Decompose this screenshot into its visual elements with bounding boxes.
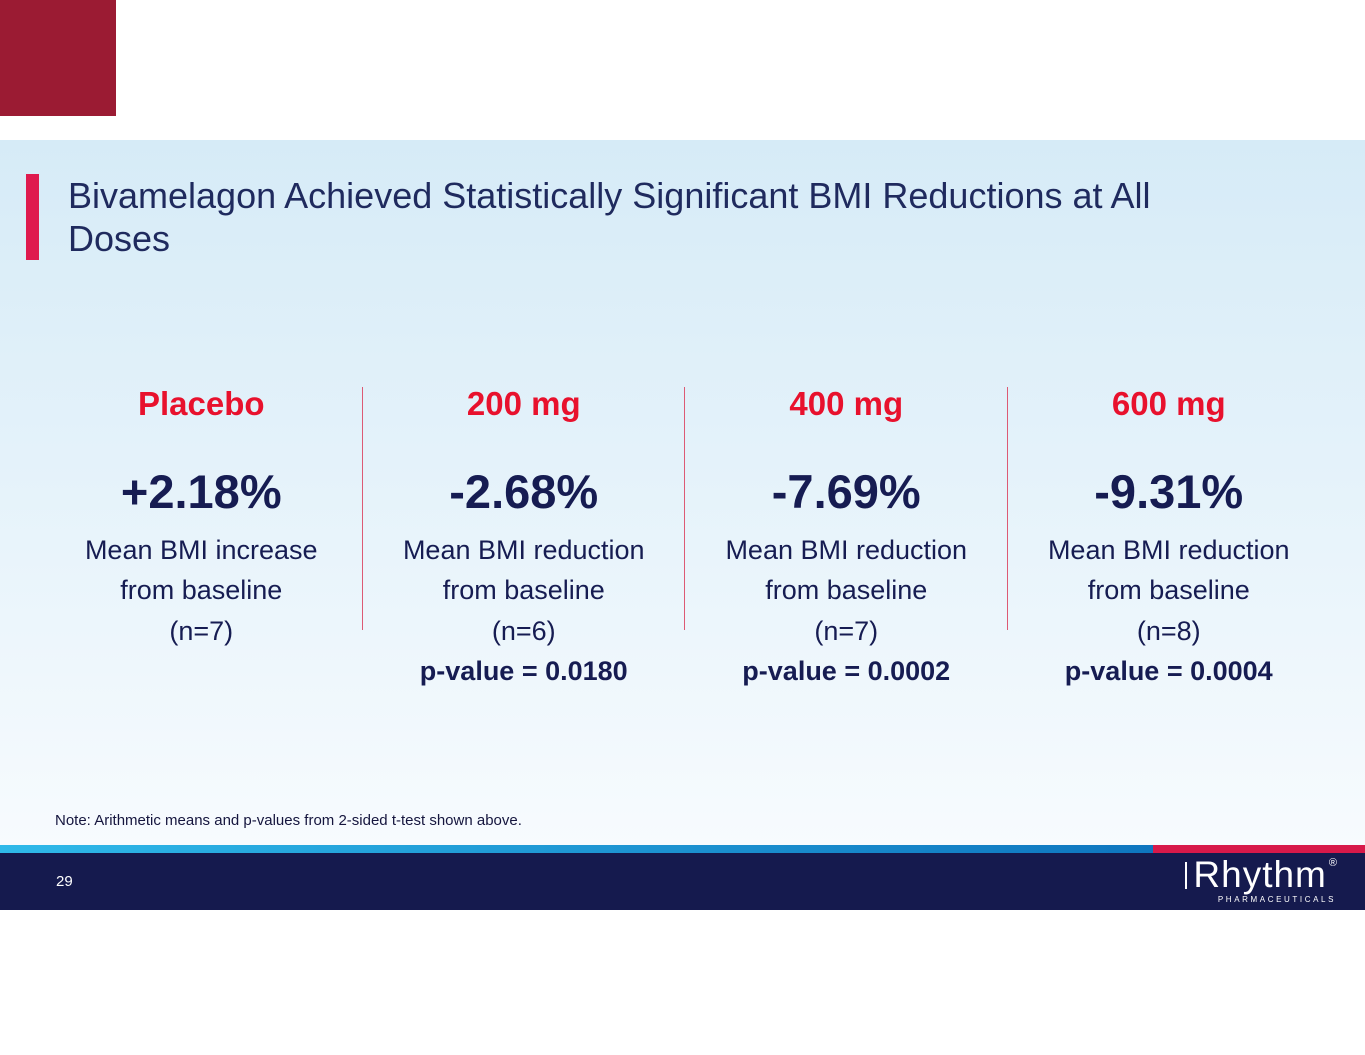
- logo-subtext: PHARMACEUTICALS: [1217, 895, 1336, 904]
- dose-column-200mg: 200 mg -2.68% Mean BMI reduction from ba…: [363, 385, 686, 692]
- dose-desc-line1: Mean BMI reduction: [725, 534, 968, 565]
- slide-content-area: Bivamelagon Achieved Statistically Signi…: [0, 140, 1365, 846]
- dose-desc-line1: Mean BMI reduction: [1047, 534, 1290, 565]
- rhythm-logo: Rhythm ® PHARMACEUTICALS: [1185, 856, 1337, 904]
- dose-value: -9.31%: [1094, 465, 1244, 519]
- dose-n-count: (n=7): [814, 615, 879, 646]
- dose-column-600mg: 600 mg -9.31% Mean BMI reduction from ba…: [1008, 385, 1331, 692]
- column-divider: [362, 387, 363, 630]
- dose-header: 400 mg: [789, 385, 904, 422]
- slide-title: Bivamelagon Achieved Statistically Signi…: [68, 174, 1151, 260]
- logo-wordmark-row: Rhythm ®: [1185, 856, 1337, 893]
- dose-column-placebo: Placebo +2.18% Mean BMI increase from ba…: [40, 385, 363, 692]
- corner-accent-square: [0, 0, 116, 116]
- dose-value: -7.69%: [771, 465, 921, 519]
- dose-column-400mg: 400 mg -7.69% Mean BMI reduction from ba…: [685, 385, 1008, 692]
- footnote: Note: Arithmetic means and p-values from…: [55, 812, 522, 829]
- slide-title-line1: Bivamelagon Achieved Statistically Signi…: [68, 175, 1151, 216]
- dose-description: Mean BMI reduction from baseline (n=7): [685, 530, 1008, 652]
- dose-desc-line2: from baseline: [1087, 575, 1250, 606]
- dose-pvalue: p-value = 0.0180: [419, 656, 628, 687]
- dose-columns: Placebo +2.18% Mean BMI increase from ba…: [40, 385, 1331, 692]
- footer-red-line: [1153, 845, 1365, 853]
- column-divider: [684, 387, 685, 630]
- dose-n-count: (n=6): [491, 615, 556, 646]
- footer-cyan-line: [0, 845, 1153, 853]
- logo-wordmark: Rhythm: [1193, 854, 1327, 895]
- dose-pvalue: p-value = 0.0002: [742, 656, 951, 687]
- dose-header: Placebo: [137, 385, 265, 422]
- slide-title-line2: Doses: [68, 218, 171, 260]
- dose-value: +2.18%: [120, 465, 282, 519]
- dose-n-count: (n=7): [169, 615, 234, 646]
- logo-mark-icon: [1185, 862, 1188, 889]
- dose-n-count: (n=8): [1136, 615, 1201, 646]
- dose-description: Mean BMI reduction from baseline (n=6): [363, 530, 686, 652]
- footer-accent-line: [0, 845, 1365, 853]
- registered-trademark-symbol: ®: [1328, 857, 1337, 869]
- dose-desc-line2: from baseline: [120, 575, 283, 606]
- dose-desc-line2: from baseline: [765, 575, 928, 606]
- dose-header: 200 mg: [466, 385, 581, 422]
- page-number: 29: [56, 873, 73, 890]
- column-divider: [1007, 387, 1008, 630]
- dose-header: 600 mg: [1111, 385, 1226, 422]
- dose-desc-line1: Mean BMI increase: [84, 534, 318, 565]
- dose-value: -2.68%: [449, 465, 599, 519]
- dose-description: Mean BMI reduction from baseline (n=8): [1008, 530, 1331, 652]
- title-accent-bar: [26, 174, 39, 260]
- title-block: Bivamelagon Achieved Statistically Signi…: [26, 174, 1151, 260]
- dose-pvalue: p-value = 0.0004: [1064, 656, 1273, 687]
- dose-desc-line1: Mean BMI reduction: [402, 534, 645, 565]
- footer-bar: 29 Rhythm ® PHARMACEUTICALS: [0, 853, 1365, 910]
- dose-description: Mean BMI increase from baseline (n=7): [40, 530, 363, 652]
- dose-desc-line2: from baseline: [442, 575, 605, 606]
